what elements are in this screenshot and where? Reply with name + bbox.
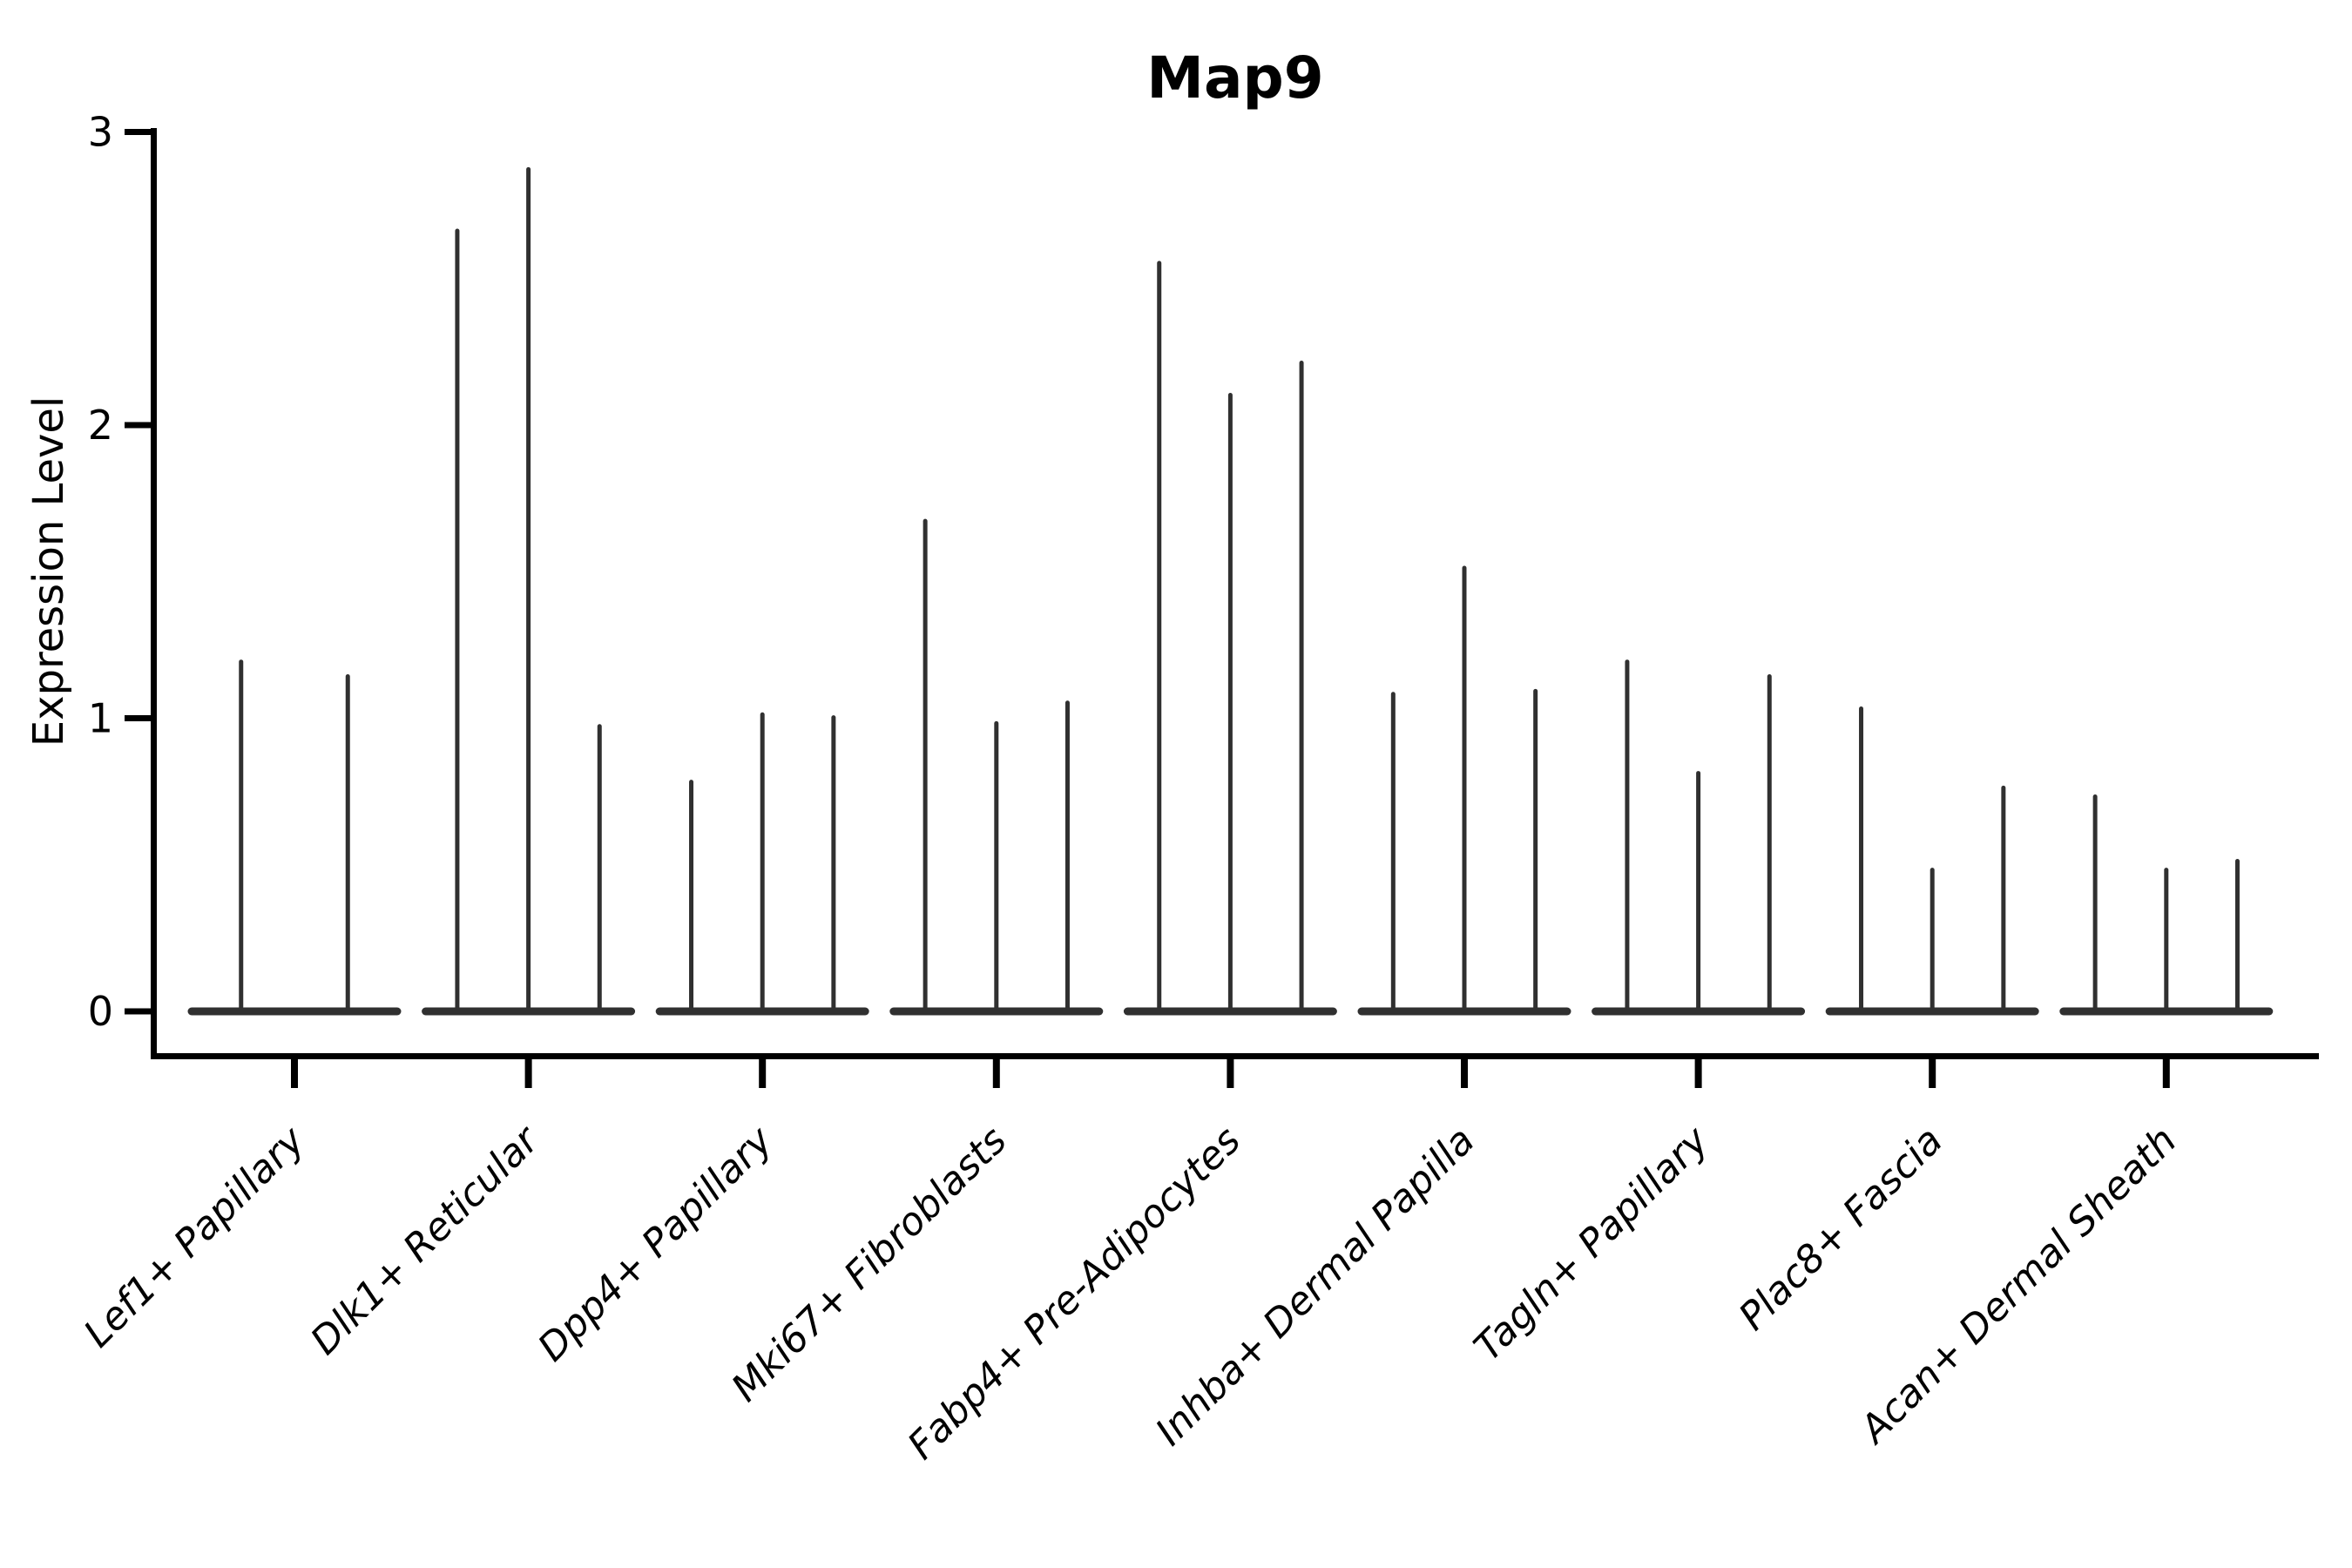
- y-axis-label: Expression Level: [24, 396, 73, 747]
- violin-spike: [1859, 706, 1864, 1011]
- violin-spike: [597, 724, 602, 1011]
- violin-baseline: [187, 1007, 402, 1016]
- chart-title: Map9: [1146, 44, 1323, 112]
- violin-spike: [760, 712, 765, 1011]
- y-tick-label: 2: [88, 402, 113, 449]
- violin-spike: [1533, 688, 1538, 1011]
- violin-spike: [1390, 692, 1396, 1011]
- violin-group: [1592, 659, 1806, 1016]
- violins: [187, 166, 2274, 1016]
- x-tick-label: Dlk1+ Reticular: [302, 1117, 549, 1363]
- bottom-spine: [151, 1053, 2319, 1059]
- x-tick-label: Plac8+ Fascia: [1731, 1119, 1951, 1339]
- violin-group: [1825, 706, 2039, 1016]
- x-tick-label: Dpp4+ Papillary: [530, 1118, 782, 1370]
- violin-group: [889, 518, 1104, 1016]
- y-tick-label: 1: [88, 695, 113, 742]
- violin-spike: [1227, 392, 1233, 1011]
- violin-spike: [455, 228, 460, 1011]
- violin-baseline: [1592, 1007, 1806, 1016]
- left-spine: [151, 128, 157, 1059]
- violin-spike: [2234, 859, 2240, 1011]
- violin-spike: [1462, 565, 1467, 1011]
- violin-group: [655, 712, 869, 1016]
- violin-spike: [689, 780, 694, 1011]
- violin-group: [2059, 794, 2274, 1016]
- violin-spike: [831, 715, 836, 1011]
- violin-group: [1357, 565, 1571, 1016]
- violin-spike: [1767, 674, 1772, 1011]
- violin-spike: [994, 720, 999, 1011]
- y-tick-label: 3: [88, 109, 113, 156]
- violin-spike: [1696, 771, 1701, 1011]
- violin-spike: [1064, 700, 1070, 1011]
- x-axis-ticks: [291, 1059, 2170, 1088]
- violin-spike: [1930, 868, 1935, 1011]
- violin-spike: [2001, 785, 2006, 1011]
- violin-spike: [1157, 260, 1162, 1011]
- x-tick-label: Tagln+ Papillary: [1466, 1118, 1718, 1369]
- y-tick-label: 0: [88, 988, 113, 1035]
- violin-spike: [2164, 868, 2169, 1011]
- violin-spike: [526, 166, 531, 1011]
- x-tick-label: Lef1+ Papillary: [76, 1118, 314, 1356]
- violin-group: [187, 659, 402, 1016]
- violin-spike: [1625, 659, 1630, 1011]
- violin-spike: [239, 659, 244, 1011]
- violin-group: [422, 166, 636, 1016]
- violin-group: [1123, 260, 1337, 1016]
- y-axis-ticks: 0 1 2 3: [88, 109, 152, 1035]
- violin-spike: [923, 518, 928, 1011]
- violin-spike: [2092, 794, 2098, 1011]
- violin-spike: [345, 674, 350, 1011]
- violin-spike: [1299, 360, 1304, 1012]
